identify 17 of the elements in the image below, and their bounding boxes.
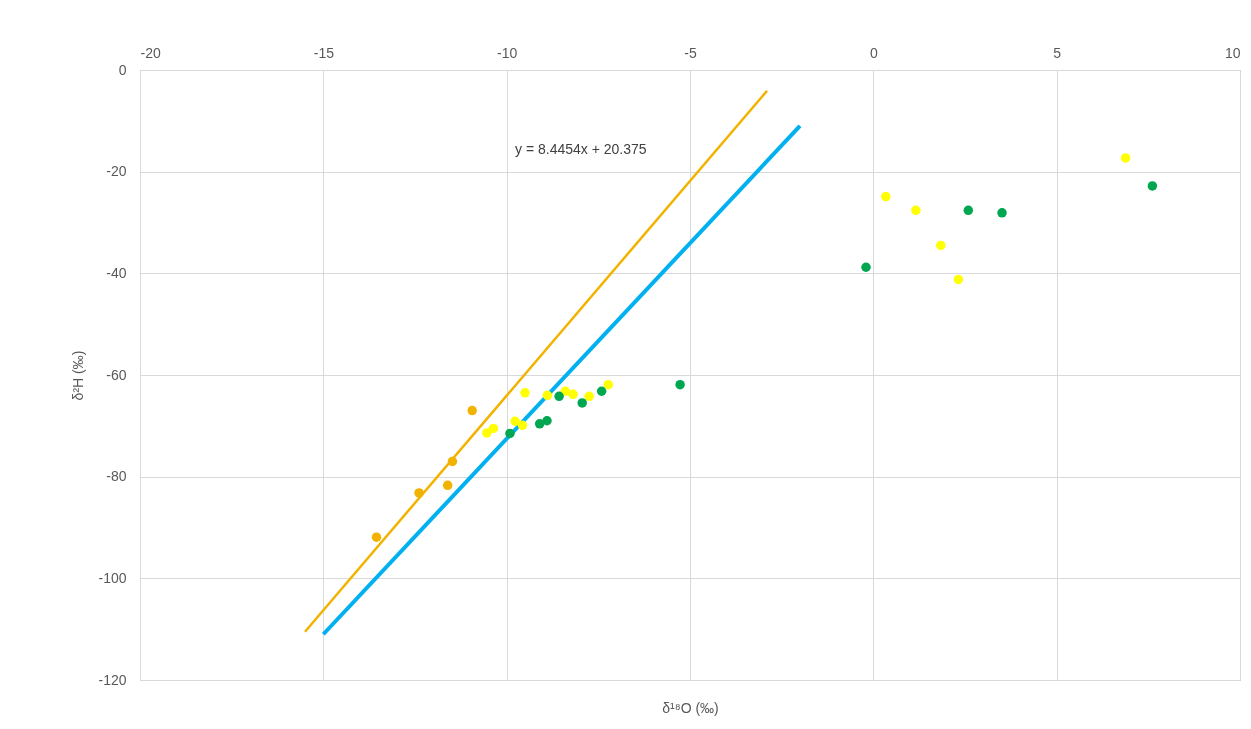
y-tick-label: -100	[98, 569, 127, 586]
y-tick-label: -120	[98, 671, 127, 688]
x-tick-label: 0	[869, 44, 878, 61]
y-tick-label: -40	[106, 264, 127, 281]
x-tick-label: -20	[140, 44, 161, 61]
x-tick-label: 5	[1053, 44, 1062, 61]
x-tick-label: 10	[1224, 44, 1241, 61]
y-tick-label: -20	[106, 163, 127, 180]
y-axis-title: δ²H (‰)	[70, 350, 87, 401]
y-tick-label: -60	[106, 366, 127, 383]
x-tick-label: -15	[313, 44, 335, 61]
x-axis-title: δ¹⁸O (‰)	[662, 699, 719, 716]
y-tick-label: 0	[118, 61, 127, 78]
y-tick-label: -80	[106, 468, 127, 485]
x-tick-label: -10	[497, 44, 518, 61]
x-tick-label: -5	[684, 44, 697, 61]
annotation: y = 8.4454x + 20.375	[515, 141, 647, 157]
